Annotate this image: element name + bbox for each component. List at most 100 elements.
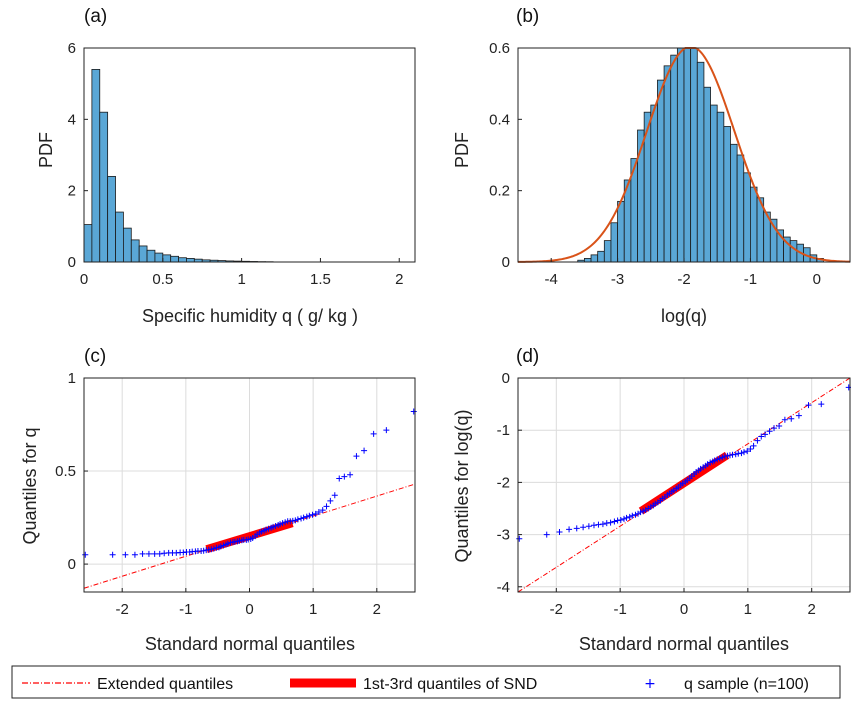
sample-point: [277, 521, 284, 528]
sample-point: [336, 475, 343, 482]
sample-point: [805, 402, 812, 409]
sample-point: [754, 437, 761, 444]
axes-frame: [83, 47, 416, 263]
sample-point: [620, 515, 627, 522]
histogram-bar: [83, 224, 93, 263]
sample-point: [145, 550, 152, 557]
sample-point: [331, 492, 338, 499]
sample-point: [580, 524, 587, 531]
histogram-bar: [650, 104, 658, 263]
histogram-bar: [710, 104, 718, 263]
panel-b-ylabel: PDF: [452, 132, 472, 168]
y-tick-label: 4: [68, 111, 76, 128]
sample-point: [272, 522, 279, 529]
sample-point: [347, 471, 354, 478]
histogram-bar: [736, 154, 745, 263]
histogram-bar: [610, 222, 619, 263]
sample-point: [323, 503, 330, 510]
sample-point: [224, 540, 231, 547]
x-tick-label: 1: [237, 271, 245, 288]
panel-b-xlabel: log(q): [661, 306, 707, 326]
x-tick-label: 0: [680, 601, 688, 618]
sample-point: [707, 459, 714, 466]
x-tick-label: -1: [179, 601, 192, 618]
y-tick-label: 0.4: [489, 111, 510, 128]
x-tick-label: 0: [813, 271, 821, 288]
sample-point: [738, 450, 745, 457]
sample-point: [156, 550, 163, 557]
sample-point: [590, 522, 597, 529]
histogram-bar: [584, 258, 592, 263]
sample-point: [361, 447, 368, 454]
histogram-bar: [178, 257, 187, 263]
sample-point: [603, 520, 610, 527]
panel-b-label: (b): [516, 6, 539, 27]
panel-d-qq-plot: (d) -2 -1 0 1 2 -4 -3 -2 -1 0 Standard normal qua…: [452, 346, 851, 654]
sample-point: [180, 549, 187, 556]
legend-label-extended: Extended quantiles: [97, 676, 233, 693]
histogram-bar: [690, 47, 698, 263]
y-tick-label: -1: [497, 422, 510, 439]
y-tick-label: -2: [497, 474, 510, 491]
histogram-bar: [154, 252, 164, 263]
histogram-bar: [683, 47, 692, 263]
sample-point: [383, 427, 390, 434]
histogram-bar: [597, 250, 605, 263]
x-tick-label: -1: [613, 601, 626, 618]
histogram-bar: [91, 69, 101, 263]
x-tick-label: 1: [309, 601, 317, 618]
sample-point: [410, 408, 417, 415]
sample-point: [282, 519, 289, 526]
sample-point: [543, 531, 550, 538]
panel-b-histogram: (b) -4 -3 -2 -1 0 0 0.2 0.4 0.6 log(q) PDF: [452, 6, 851, 326]
histogram-bar: [617, 200, 625, 263]
sample-point: [729, 451, 736, 458]
sample-point: [258, 528, 265, 535]
sample-point: [711, 457, 718, 464]
sample-point: [254, 531, 261, 538]
sample-point: [205, 546, 212, 553]
sample-point: [319, 507, 326, 514]
panel-d-label: (d): [516, 346, 539, 367]
sample-point: [607, 519, 614, 526]
sample-point: [309, 511, 316, 518]
sample-point: [732, 451, 739, 458]
histogram-bar: [590, 254, 599, 263]
sample-point: [139, 550, 146, 557]
y-tick-label: -4: [497, 579, 510, 596]
x-tick-label: 0.5: [152, 271, 173, 288]
x-tick-label: 2: [373, 601, 381, 618]
sample-point: [611, 518, 618, 525]
histogram-bar: [138, 245, 148, 263]
sample-point: [629, 512, 636, 519]
legend-label-sample: q sample (n=100): [684, 676, 809, 693]
sample-point: [595, 521, 602, 528]
sample-point: [200, 547, 207, 554]
histogram-bar: [723, 126, 731, 263]
histogram-bar: [603, 240, 612, 263]
sample-point: [292, 517, 299, 524]
sample-point: [263, 526, 270, 533]
legend-plus-marker-icon: +: [644, 676, 656, 692]
sample-point: [758, 433, 765, 440]
histogram-bar: [663, 65, 672, 263]
histogram-bar: [716, 111, 725, 263]
sample-point: [279, 520, 286, 527]
sample-point: [236, 537, 243, 544]
sample-point: [294, 516, 301, 523]
x-tick-label: -1: [744, 271, 757, 288]
panel-d-xlabel: Standard normal quantiles: [579, 634, 789, 654]
sample-point: [788, 415, 795, 422]
panel-d-ylabel: Quantiles for log(q): [452, 409, 472, 562]
y-tick-label: 0: [68, 254, 76, 271]
panel-c-xlabel: Standard normal quantiles: [145, 634, 355, 654]
sample-point: [724, 452, 731, 459]
sample-point: [306, 512, 313, 519]
histogram-bar: [170, 255, 179, 263]
sample-point: [109, 551, 116, 558]
histogram-bar: [162, 254, 172, 263]
histogram-bar: [657, 79, 665, 263]
sample-point: [353, 453, 360, 460]
y-tick-label: 0: [502, 254, 510, 271]
